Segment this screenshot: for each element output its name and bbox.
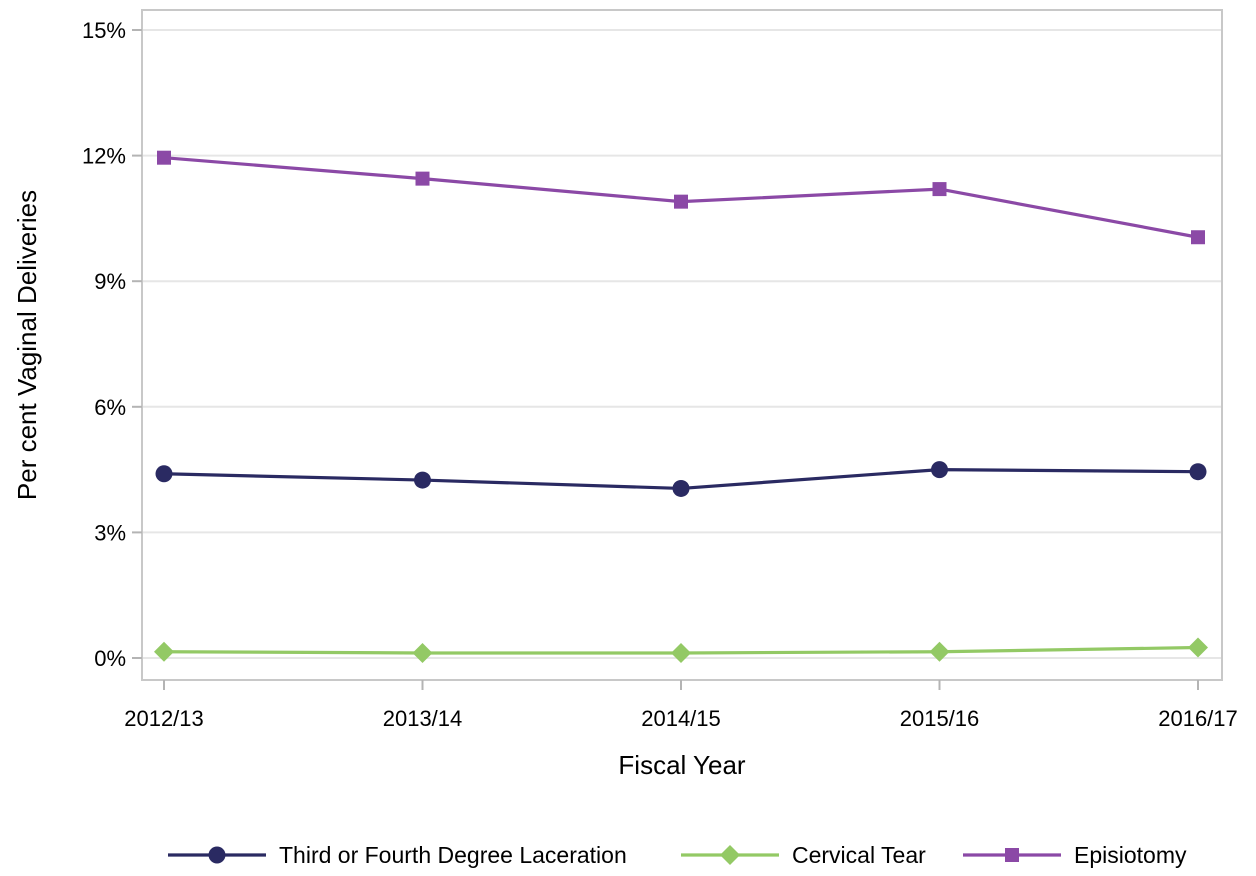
legend-label: Third or Fourth Degree Laceration [279,842,627,868]
axis-layer: 0% 3% 6% 9% 12% 15% 2012/13 2013/14 2014/15 2015/… [82,18,1238,731]
y-axis-title: Per cent Vaginal Deliveries [12,190,42,500]
x-tick-label: 2015/16 [900,706,980,731]
data-point [932,182,947,197]
legend-marker [1005,848,1019,862]
series-layer [154,150,1208,663]
x-tick-label: 2012/13 [124,706,204,731]
y-tick-label: 3% [94,520,126,545]
series-1 [154,637,1208,663]
legend-label: Episiotomy [1074,842,1187,868]
legend: Third or Fourth Degree Laceration Cervica… [168,842,1187,868]
data-point [674,194,688,209]
data-point [672,479,690,497]
legend-marker [720,845,740,865]
data-point [931,461,948,479]
plot-frame [141,9,1223,681]
data-point [1188,637,1208,658]
data-point [414,471,431,489]
series-2 [157,150,1205,245]
legend-item: Episiotomy [963,842,1187,868]
legend-item: Third or Fourth Degree Laceration [168,842,627,868]
data-point [671,642,691,663]
data-point [1189,463,1207,481]
x-axis-title: Fiscal Year [618,750,746,780]
x-tick-label: 2014/15 [641,706,721,731]
y-tick-label: 6% [94,395,126,420]
data-point [154,641,174,662]
data-point [412,642,433,663]
legend-label: Cervical Tear [792,842,926,868]
legend-marker [208,846,226,864]
legend-item: Cervical Tear [681,842,926,868]
data-point [157,150,171,165]
x-tick-label: 2013/14 [383,706,463,731]
data-point [415,171,430,186]
data-point [929,641,950,662]
y-tick-label: 15% [82,18,126,43]
grid-layer [142,29,1222,659]
y-tick-label: 9% [94,269,126,294]
data-point [1191,230,1205,245]
y-tick-label: 0% [94,646,126,671]
data-point [155,465,173,483]
y-tick-label: 12% [82,144,126,169]
x-tick-label: 2016/17 [1158,706,1238,731]
series-0 [155,461,1207,497]
